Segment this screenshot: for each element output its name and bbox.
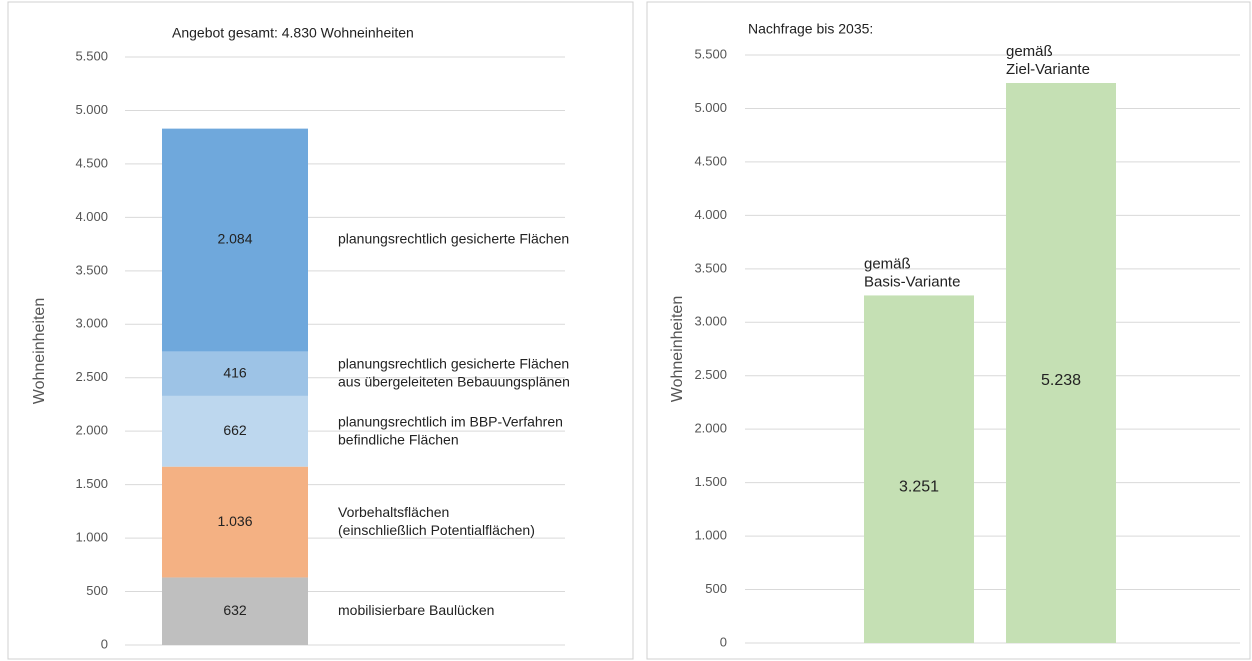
bar-segment <box>162 351 308 396</box>
y-tick-label: 2.500 <box>75 369 108 384</box>
y-tick-label: 4.000 <box>694 207 727 222</box>
value-label: 2.084 <box>217 231 252 247</box>
y-tick-label: 3.500 <box>694 260 727 275</box>
y-tick-label: 500 <box>705 581 727 596</box>
category-label: gemäß Ziel-Variante <box>1006 43 1090 78</box>
y-tick-label: 1.000 <box>694 528 727 543</box>
y-tick-label: 4.500 <box>75 155 108 170</box>
y-tick-label: 3.000 <box>694 314 727 329</box>
value-label: 3.251 <box>899 478 939 495</box>
y-tick-label: 4.000 <box>75 209 108 224</box>
y-tick-label: 3.000 <box>75 316 108 331</box>
y-tick-label: 5.000 <box>75 102 108 117</box>
y-tick-label: 2.500 <box>694 367 727 382</box>
legend-label: planungsrechtlich gesicherte Flächen aus … <box>338 355 570 389</box>
y-tick-label: 5.000 <box>694 100 727 115</box>
y-tick-label: 500 <box>86 583 108 598</box>
value-label: 662 <box>223 422 247 438</box>
bar <box>864 295 974 643</box>
y-axis-label: Wohneinheiten <box>669 296 686 402</box>
value-label: 1.036 <box>217 513 252 529</box>
legend-label: planungsrechtlich im BBP-Verfahren befind… <box>338 413 563 447</box>
y-tick-label: 1.500 <box>694 474 727 489</box>
y-tick-label: 4.500 <box>694 153 727 168</box>
y-tick-label: 2.000 <box>75 423 108 438</box>
legend-label: Vorbehaltsflächen (einschließlich Potenti… <box>338 504 535 538</box>
bar <box>1006 83 1116 643</box>
y-tick-label: 3.500 <box>75 262 108 277</box>
y-tick-label: 1.000 <box>75 530 108 545</box>
y-tick-label: 0 <box>101 636 108 651</box>
category-label: gemäß Basis-Variante <box>864 255 960 290</box>
bar-segment <box>162 395 308 467</box>
value-label: 416 <box>223 364 247 380</box>
y-tick-label: 5.500 <box>75 48 108 63</box>
legend-label: planungsrechtlich gesicherte Flächen <box>338 231 569 247</box>
value-label: 5.238 <box>1041 372 1081 389</box>
y-tick-label: 2.000 <box>694 421 727 436</box>
y-tick-label: 5.500 <box>694 46 727 61</box>
bar-segment <box>162 577 308 645</box>
y-axis-label: Wohneinheiten <box>31 298 48 404</box>
y-tick-label: 0 <box>720 634 727 649</box>
y-tick-label: 1.500 <box>75 476 108 491</box>
right-panel <box>646 1 1251 660</box>
value-label: 632 <box>223 602 247 618</box>
chart-title: Nachfrage bis 2035: <box>748 21 873 37</box>
bar-segment <box>162 466 308 578</box>
legend-label: mobilisierbare Baulücken <box>338 602 494 618</box>
bar-segment <box>162 128 308 352</box>
left-panel <box>7 1 634 660</box>
chart-title: Angebot gesamt: 4.830 Wohneinheiten <box>172 25 414 41</box>
